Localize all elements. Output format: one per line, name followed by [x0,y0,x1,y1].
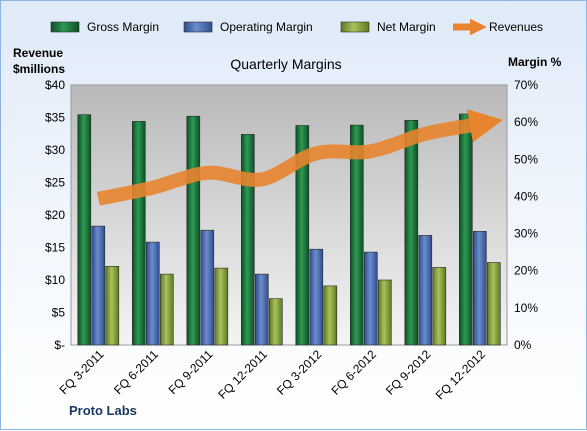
y-left-tick-label: $15 [45,241,65,255]
bar-operating-margin-fq-12-2012 [472,231,487,346]
x-tick-label-fq-12-2012: FQ 12-2012 [433,347,488,402]
legend-swatch-operating-margin [183,21,213,33]
bar-gross-margin-fq-6-2012 [349,124,364,346]
bar-gross-margin-fq-12-2011 [241,134,255,346]
y-left-tick-label: $25 [45,176,65,190]
legend-label-operating-margin: Operating Margin [220,20,313,34]
y-right-tick-label: 30% [514,227,538,241]
bars-group [77,113,501,346]
bar-operating-margin-fq-12-2011 [255,273,269,346]
bar-net-margin-fq-9-2012 [432,267,447,346]
bar-net-margin-fq-12-2012 [486,262,501,346]
x-tick-label-fq-9-2011: FQ 9-2011 [166,347,216,397]
y-right-tick-label: 60% [514,115,538,129]
y-left-tick-label: $30 [45,143,65,157]
y-right-tick-label: 0% [514,338,532,352]
y-left-tick-label: $20 [45,208,65,222]
bar-gross-margin-fq-9-2011 [186,115,201,346]
bar-operating-margin-fq-9-2012 [418,235,433,346]
revenues-line [96,109,503,206]
y-axis-right-ticks: 0% 10% 20% 30% 40% 50% 60% 70% [514,78,538,352]
y-right-tick-label: 40% [514,189,538,203]
y-left-tick-label: $35 [45,111,65,125]
y-right-tick-label: 20% [514,264,538,278]
x-tick-label-fq-12-2011: FQ 12-2011 [215,347,270,402]
bar-net-margin-fq-6-2011 [160,273,174,346]
bar-gross-margin-fq-9-2012 [404,120,419,346]
y-axis-left-title-line1: Revenue [13,46,63,60]
footer-label: Proto Labs [69,403,137,418]
bar-operating-margin-fq-3-2011 [91,225,106,346]
y-left-tick-label: $10 [45,273,65,287]
x-axis-ticks: FQ 3-2011 FQ 6-2011 FQ 9-2011 FQ 12-2011 FQ … [57,347,489,402]
legend-label-revenues: Revenues [489,20,543,34]
legend-label-gross-margin: Gross Margin [87,20,159,34]
bar-gross-margin-fq-12-2012 [458,113,473,346]
bar-net-margin-fq-6-2012 [377,279,392,346]
y-left-tick-label: $40 [45,78,65,92]
legend-swatch-gross-margin [50,21,80,33]
x-tick-label-fq-3-2011: FQ 3-2011 [57,347,107,397]
y-left-tick-label: $5 [52,306,66,320]
legend-swatch-net-margin [340,21,370,33]
bar-net-margin-fq-12-2011 [268,298,283,346]
y-axis-right-title: Margin % [508,55,562,69]
y-right-tick-label: 50% [514,152,538,166]
y-axis-left-title-line2: $millions [13,62,65,76]
chart-title: Quarterly Margins [230,56,341,72]
bar-gross-margin-fq-6-2011 [132,121,146,346]
revenue-line-group [96,109,503,206]
y-right-tick-label: 10% [514,301,538,315]
y-axis-left-ticks: $- $5 $10 $15 $20 $25 $30 $35 $40 [45,78,65,352]
y-left-tick-label: $- [54,338,65,352]
legend-label-net-margin: Net Margin [377,20,436,34]
bar-net-margin-fq-9-2011 [214,267,229,346]
bar-gross-margin-fq-3-2012 [295,125,310,346]
x-tick-label-fq-6-2012: FQ 6-2012 [328,347,379,398]
bar-operating-margin-fq-3-2012 [309,248,324,346]
bar-gross-margin-fq-3-2011 [77,114,92,346]
bar-net-margin-fq-3-2012 [323,285,338,346]
x-tick-label-fq-6-2011: FQ 6-2011 [111,347,161,397]
x-tick-label-fq-9-2012: FQ 9-2012 [383,347,434,398]
bar-operating-margin-fq-6-2011 [146,241,160,346]
y-right-tick-label: 70% [514,78,538,92]
bar-operating-margin-fq-9-2011 [200,229,215,346]
bar-operating-margin-fq-6-2012 [363,251,378,346]
legend: Gross Margin Operating Margin Net Margin Re… [50,18,543,36]
bar-net-margin-fq-3-2011 [105,265,120,346]
x-tick-label-fq-3-2012: FQ 3-2012 [274,347,325,398]
